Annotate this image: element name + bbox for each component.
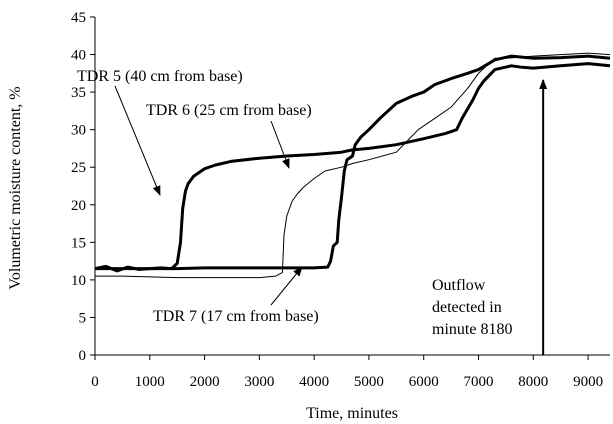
annotation-outflow-line-2: detected in (432, 299, 502, 316)
y-axis-title: Volumetric moisture content, % (7, 86, 24, 289)
x-tick-label: 8000 (518, 374, 548, 390)
x-tick-label: 0 (91, 374, 99, 390)
annotation-tdr7-label: TDR 7 (17 cm from base) (153, 308, 319, 325)
annotations: TDR 5 (40 cm from base) TDR 6 (25 cm fro… (77, 68, 548, 355)
x-tick-label: 5000 (354, 374, 384, 390)
annotation-tdr5-arrow (114, 85, 161, 196)
annotation-tdr7-arrow (270, 266, 303, 306)
y-tick-label: 25 (71, 160, 86, 176)
y-ticks: 0 5 10 15 20 25 30 35 40 45 (71, 10, 95, 364)
series-layer (94, 52, 611, 279)
series-line-tdr7 (95, 54, 611, 271)
series-line-tdr5 (94, 62, 611, 273)
x-axis-title: Time, minutes (306, 405, 398, 422)
x-tick-label: 4000 (299, 374, 329, 390)
y-tick-label: 45 (71, 10, 86, 26)
y-tick-label: 15 (71, 235, 86, 251)
series-line-tdr6 (95, 52, 611, 279)
x-tick-label: 2000 (190, 374, 220, 390)
annotation-tdr6-label: TDR 6 (25 cm from base) (146, 102, 312, 119)
annotation-outflow-line-1: Outflow (432, 277, 486, 294)
x-tick-label: 6000 (409, 374, 439, 390)
y-tick-label: 40 (71, 48, 86, 64)
x-tick-label: 3000 (244, 374, 274, 390)
annotation-outflow-line-3: minute 8180 (432, 321, 512, 338)
y-tick-label: 5 (79, 310, 87, 326)
y-tick-label: 20 (71, 198, 86, 214)
x-tick-label: 9000 (573, 374, 603, 390)
annotation-tdr5-label: TDR 5 (40 cm from base) (77, 68, 243, 85)
y-tick-label: 0 (79, 348, 87, 364)
y-tick-label: 10 (71, 273, 86, 289)
annotation-tdr6-arrow (270, 120, 290, 169)
x-tick-label: 1000 (135, 374, 165, 390)
x-tick-label: 7000 (464, 374, 494, 390)
x-ticks: 0 1000 2000 3000 4000 5000 6000 7000 8000 9000 (91, 355, 603, 390)
y-tick-label: 30 (71, 123, 86, 139)
y-tick-label: 35 (71, 85, 86, 101)
